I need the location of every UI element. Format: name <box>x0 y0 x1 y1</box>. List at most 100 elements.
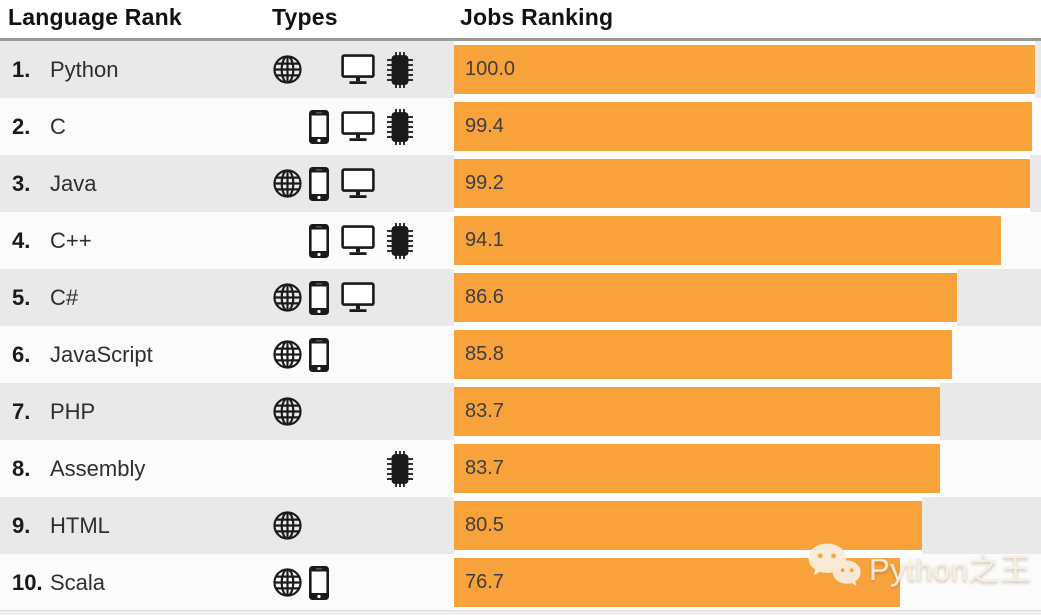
language-name: Assembly <box>50 455 146 481</box>
table-header: Language Rank Types Jobs Ranking <box>0 0 1041 41</box>
jobs-ranking-value: 99.2 <box>465 172 504 194</box>
language-cell: 1. Python <box>0 41 262 98</box>
jobs-ranking-bar: 80.5 <box>454 497 922 554</box>
monitor-icon <box>341 168 385 199</box>
table-row: 7. PHP <box>0 383 1041 440</box>
smartphone-icon <box>308 280 341 316</box>
smartphone-icon <box>308 223 341 259</box>
jobs-ranking-value: 80.5 <box>465 514 504 536</box>
smartphone-icon <box>308 337 341 373</box>
smartphone-icon <box>308 166 341 202</box>
jobs-ranking-cell: 85.8 <box>452 326 1041 383</box>
language-name: Python <box>50 56 119 82</box>
jobs-ranking-value: 94.1 <box>465 229 504 251</box>
table-row: 3. Java <box>0 155 1041 212</box>
bar-track: 99.4 <box>454 98 1035 155</box>
language-name: C <box>50 113 66 139</box>
types-cell <box>262 41 452 98</box>
types-cell <box>262 554 452 611</box>
table-body: 1. Python <box>0 41 1041 611</box>
types-cell <box>262 497 452 554</box>
types-cell <box>262 383 452 440</box>
bar-track: 86.6 <box>454 269 1035 326</box>
table-row: 2. C <box>0 98 1041 155</box>
monitor-icon <box>341 225 385 256</box>
jobs-ranking-cell: 83.7 <box>452 383 1041 440</box>
language-name: C++ <box>50 227 92 253</box>
jobs-ranking-value: 83.7 <box>465 400 504 422</box>
smartphone-icon <box>308 109 341 145</box>
table-row: 1. Python <box>0 41 1041 98</box>
globe-icon <box>272 168 308 199</box>
jobs-ranking-value: 86.6 <box>465 286 504 308</box>
rank-number: 4. <box>12 227 31 253</box>
table-row: 8. Assembly <box>0 440 1041 497</box>
rank-number: 2. <box>12 113 31 139</box>
jobs-ranking-value: 100.0 <box>465 58 516 80</box>
jobs-ranking-bar: 86.6 <box>454 269 958 326</box>
types-cell <box>262 269 452 326</box>
jobs-ranking-bar: 83.7 <box>454 383 941 440</box>
jobs-ranking-cell: 80.5 <box>452 497 1041 554</box>
rank-number: 10. <box>12 569 43 595</box>
table-row: 5. C# <box>0 269 1041 326</box>
jobs-ranking-cell: 76.7 <box>452 554 1041 611</box>
language-cell: 9. HTML <box>0 497 262 554</box>
rank-number: 9. <box>12 512 31 538</box>
jobs-ranking-bar: 99.2 <box>454 155 1031 212</box>
jobs-ranking-bar: 76.7 <box>454 554 900 611</box>
table-row: 9. HTML <box>0 497 1041 554</box>
jobs-ranking-cell: 100.0 <box>452 41 1041 98</box>
bar-track: 83.7 <box>454 440 1035 497</box>
bar-track: 83.7 <box>454 383 1035 440</box>
globe-icon <box>272 54 308 85</box>
language-name: Scala <box>50 569 106 595</box>
header-jobs-ranking: Jobs Ranking <box>460 4 614 30</box>
rank-number: 5. <box>12 284 31 310</box>
table-row: 6. JavaScript <box>0 326 1041 383</box>
types-cell <box>262 212 452 269</box>
language-name: PHP <box>50 398 96 424</box>
smartphone-icon <box>308 565 341 601</box>
jobs-ranking-bar: 94.1 <box>454 212 1001 269</box>
language-cell: 8. Assembly <box>0 440 262 497</box>
rank-number: 7. <box>12 398 31 424</box>
monitor-icon <box>341 282 385 313</box>
bar-track: 85.8 <box>454 326 1035 383</box>
jobs-ranking-value: 85.8 <box>465 343 504 365</box>
jobs-ranking-value: 76.7 <box>465 571 504 593</box>
header-types: Types <box>272 4 338 30</box>
bar-track: 94.1 <box>454 212 1035 269</box>
language-name: HTML <box>50 512 110 538</box>
bar-track: 100.0 <box>454 41 1035 98</box>
chip-icon <box>385 449 419 489</box>
jobs-ranking-bar: 85.8 <box>454 326 953 383</box>
language-name: JavaScript <box>50 341 153 367</box>
chip-icon <box>385 50 419 90</box>
language-name: Java <box>50 170 97 196</box>
globe-icon <box>272 510 308 541</box>
language-cell: 2. C <box>0 98 262 155</box>
table-bottom-border <box>0 610 1041 615</box>
jobs-ranking-value: 99.4 <box>465 115 504 137</box>
globe-icon <box>272 282 308 313</box>
monitor-icon <box>341 111 385 142</box>
jobs-ranking-cell: 99.2 <box>452 155 1041 212</box>
chip-icon <box>385 221 419 261</box>
language-cell: 4. C++ <box>0 212 262 269</box>
language-cell: 7. PHP <box>0 383 262 440</box>
rank-number: 8. <box>12 455 31 481</box>
monitor-icon <box>341 54 385 85</box>
bar-track: 80.5 <box>454 497 1035 554</box>
language-cell: 5. C# <box>0 269 262 326</box>
jobs-ranking-value: 83.7 <box>465 457 504 479</box>
language-cell: 3. Java <box>0 155 262 212</box>
jobs-ranking-cell: 99.4 <box>452 98 1041 155</box>
types-cell <box>262 326 452 383</box>
table-row: 4. C++ <box>0 212 1041 269</box>
globe-icon <box>272 567 308 598</box>
types-cell <box>262 98 452 155</box>
language-cell: 6. JavaScript <box>0 326 262 383</box>
language-name: C# <box>50 284 79 310</box>
